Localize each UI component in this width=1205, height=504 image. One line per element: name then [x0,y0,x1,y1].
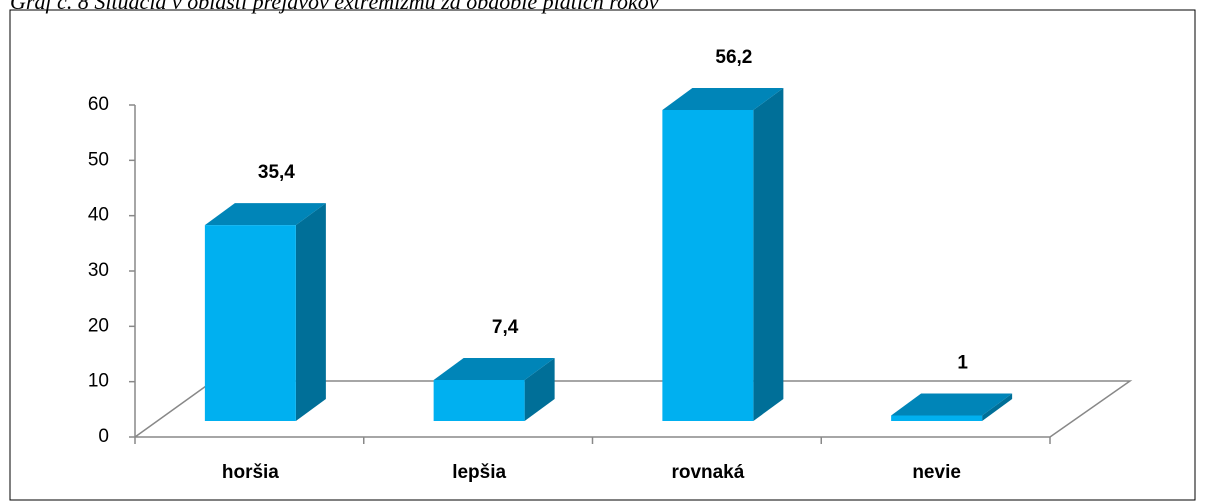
bar-front [891,415,983,421]
x-tick-label: rovnaká [671,462,744,483]
value-label: 56,2 [715,47,752,68]
y-tick-label: 60 [88,94,109,115]
bar-side [982,393,1013,421]
bar [662,88,784,421]
y-tick-label: 10 [88,371,109,392]
bar [891,393,1013,421]
y-tick-label: 20 [88,315,109,336]
value-label: 35,4 [258,162,295,183]
y-tick-label: 40 [88,205,109,226]
bar-side [753,88,784,421]
bar-front [204,225,296,421]
bar-top [204,203,326,226]
y-tick-label: 30 [88,260,109,281]
bar-side [524,358,555,421]
bar-side [295,203,326,421]
x-tick-label: horšia [222,462,279,483]
x-tick-label: lepšia [452,462,506,483]
y-tick-label: 0 [98,426,109,447]
floor [134,380,1133,438]
value-label: 7,4 [492,317,519,338]
bar-top [662,88,784,111]
bar-top [433,358,555,381]
chart-title: Graf č. 8 Situácia v oblasti prejavov ex… [10,0,659,14]
chart-border [9,9,1196,501]
bar-front [433,380,525,421]
x-tick-label: nevie [912,462,961,483]
bar-front [662,110,754,421]
bar [204,203,326,421]
bar-top [891,393,1013,416]
value-label: 1 [957,352,968,373]
y-tick-label: 50 [88,149,109,170]
bar [433,358,555,421]
